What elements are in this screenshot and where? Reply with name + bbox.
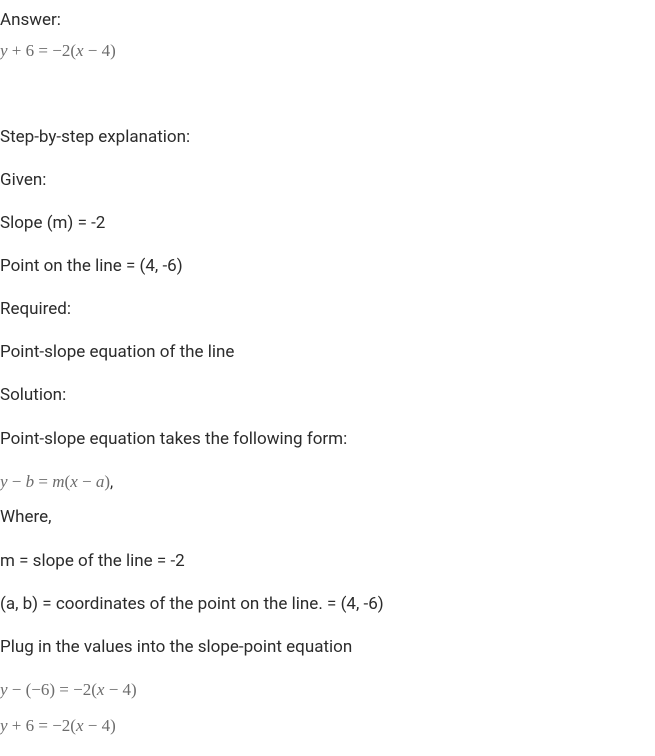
answer-label: Answer: — [0, 8, 655, 34]
m-text: m = slope of the line = -2 — [0, 548, 655, 575]
slope-text: Slope (m) = -2 — [0, 210, 655, 237]
ab-text: (a, b) = coordinates of the point on the… — [0, 591, 655, 618]
eq-text: y − b = m(x − a) — [0, 472, 110, 491]
answer-equation: y + 6 = −2(x − 4) — [0, 38, 655, 64]
eq-step1: y − (−6) = −2(x − 4) — [0, 677, 655, 703]
form-equation: y − b = m(x − a), — [0, 469, 655, 495]
eq-text: y + 6 = −2(x − 4) — [0, 716, 116, 735]
eq-step2: y + 6 = −2(x − 4) — [0, 713, 655, 739]
point-text: Point on the line = (4, -6) — [0, 253, 655, 280]
required-label: Required: — [0, 296, 655, 323]
plug-text: Plug in the values into the slope-point … — [0, 634, 655, 661]
explanation-title: Step-by-step explanation: — [0, 125, 655, 151]
eq-text: y − (−6) = −2(x − 4) — [0, 680, 137, 699]
comma: , — [110, 472, 113, 491]
required-text: Point-slope equation of the line — [0, 339, 655, 366]
solution-label: Solution: — [0, 382, 655, 409]
eq-text: y + 6 = −2(x − 4) — [0, 41, 116, 60]
given-label: Given: — [0, 167, 655, 194]
where-label: Where, — [0, 504, 655, 531]
solution-intro: Point-slope equation takes the following… — [0, 426, 655, 453]
